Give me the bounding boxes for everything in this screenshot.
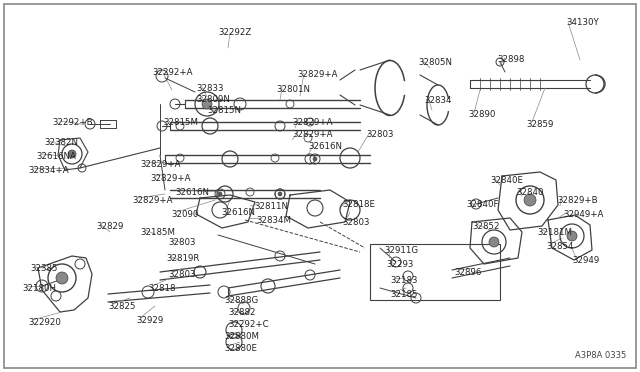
Text: 32834+A: 32834+A — [28, 166, 68, 175]
Circle shape — [567, 231, 577, 241]
Text: 32829+B: 32829+B — [557, 196, 598, 205]
Text: 32840: 32840 — [516, 188, 543, 197]
Text: 32911G: 32911G — [384, 246, 418, 255]
Text: 32616N: 32616N — [221, 208, 255, 217]
Text: 32949+A: 32949+A — [563, 210, 604, 219]
Text: 32829+A: 32829+A — [140, 160, 180, 169]
Text: 32829+A: 32829+A — [150, 174, 191, 183]
Text: 32829+A: 32829+A — [292, 130, 333, 139]
Text: 32803: 32803 — [168, 270, 195, 279]
Text: 32803: 32803 — [342, 218, 369, 227]
Text: 32949: 32949 — [572, 256, 599, 265]
Text: 32185: 32185 — [390, 290, 417, 299]
Text: 32809N: 32809N — [196, 95, 230, 104]
Text: 32801N: 32801N — [276, 85, 310, 94]
Text: 322920: 322920 — [28, 318, 61, 327]
Text: 32382N: 32382N — [44, 138, 78, 147]
Text: 32852: 32852 — [472, 222, 499, 231]
Text: 32616N: 32616N — [308, 142, 342, 151]
Text: 32292+C: 32292+C — [228, 320, 269, 329]
Text: 32803: 32803 — [168, 238, 195, 247]
Text: 32880E: 32880E — [224, 344, 257, 353]
Text: 32616NA: 32616NA — [36, 152, 76, 161]
Text: 32896: 32896 — [454, 268, 481, 277]
Text: 32293: 32293 — [386, 260, 413, 269]
Text: 34130Y: 34130Y — [566, 18, 599, 27]
Circle shape — [313, 157, 317, 161]
Text: 32834M: 32834M — [256, 216, 291, 225]
Text: 32819R: 32819R — [166, 254, 200, 263]
Text: 32292+B: 32292+B — [52, 118, 93, 127]
Text: 32616N: 32616N — [175, 188, 209, 197]
Text: 32180H: 32180H — [22, 284, 56, 293]
Text: 32818: 32818 — [148, 284, 175, 293]
Text: 32859: 32859 — [526, 120, 554, 129]
Text: 32829: 32829 — [96, 222, 124, 231]
Text: 32825: 32825 — [108, 302, 136, 311]
Circle shape — [56, 272, 68, 284]
Text: 32898: 32898 — [497, 55, 524, 64]
Circle shape — [489, 237, 499, 247]
Text: 32385: 32385 — [30, 264, 58, 273]
Text: 32829+A: 32829+A — [297, 70, 337, 79]
Text: 32183: 32183 — [390, 276, 417, 285]
Text: 32834: 32834 — [424, 96, 451, 105]
Text: 32829+A: 32829+A — [292, 118, 333, 127]
Text: 32090: 32090 — [171, 210, 198, 219]
Circle shape — [68, 150, 76, 158]
Text: 32890: 32890 — [468, 110, 495, 119]
Text: 32292Z: 32292Z — [218, 28, 252, 37]
Text: 32805N: 32805N — [418, 58, 452, 67]
Text: 32929: 32929 — [136, 316, 163, 325]
Text: 32811N: 32811N — [254, 202, 288, 211]
Text: 32815M: 32815M — [163, 118, 198, 127]
Text: 32815N: 32815N — [207, 106, 241, 115]
Circle shape — [202, 99, 212, 109]
Text: 32181M: 32181M — [537, 228, 572, 237]
Text: 32840F: 32840F — [466, 200, 499, 209]
Text: 32829+A: 32829+A — [132, 196, 173, 205]
Circle shape — [218, 192, 222, 196]
Text: 32803: 32803 — [366, 130, 394, 139]
FancyBboxPatch shape — [4, 4, 636, 368]
Circle shape — [278, 192, 282, 196]
Text: 32292+A: 32292+A — [152, 68, 193, 77]
Text: 32882: 32882 — [228, 308, 255, 317]
Text: 32854: 32854 — [546, 242, 573, 251]
Text: 32888G: 32888G — [224, 296, 259, 305]
Text: 32833: 32833 — [196, 84, 223, 93]
Text: 32880M: 32880M — [224, 332, 259, 341]
Circle shape — [524, 194, 536, 206]
Text: 32840E: 32840E — [490, 176, 523, 185]
Text: 32185M: 32185M — [140, 228, 175, 237]
Text: A3P8A 0335: A3P8A 0335 — [575, 351, 626, 360]
Text: 32818E: 32818E — [342, 200, 375, 209]
